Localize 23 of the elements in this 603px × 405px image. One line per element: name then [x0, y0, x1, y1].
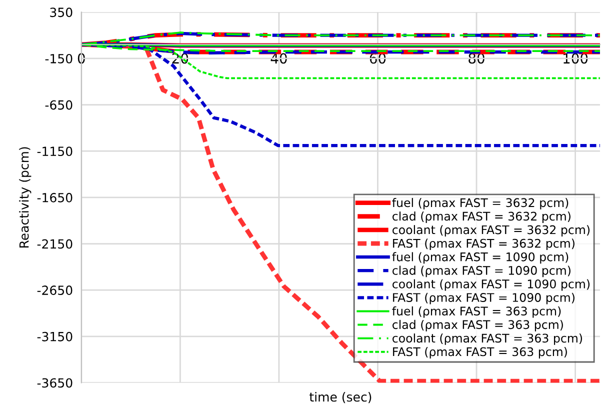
- legend-label: fuel (ρmax FAST = 3632 pcm): [392, 198, 568, 210]
- legend-label: clad (ρmax FAST = 363 pcm): [392, 320, 563, 332]
- legend-label: FAST (ρmax FAST = 3632 pcm): [393, 238, 574, 250]
- legend-label: coolant (ρmax FAST = 363 pcm): [392, 333, 582, 345]
- legend-label: FAST (ρmax FAST = 1090 pcm): [393, 292, 574, 304]
- legend-label: FAST (ρmax FAST = 363 pcm): [393, 347, 567, 358]
- y-tick-label: -3150: [37, 332, 72, 342]
- legend-label: clad (ρmax FAST = 1090 pcm): [392, 266, 570, 278]
- x-axis-title: time (sec): [310, 392, 372, 404]
- legend-label: coolant (ρmax FAST = 1090 pcm): [392, 279, 590, 291]
- y-tick-label: -1150: [37, 146, 72, 156]
- y-tick-label: -150: [45, 54, 72, 64]
- legend-label: fuel (ρmax FAST = 363 pcm): [392, 306, 561, 318]
- y-tick-label: -3650: [37, 378, 72, 388]
- legend-label: fuel (ρmax FAST = 1090 pcm): [392, 252, 568, 264]
- y-tick-label: 350: [50, 8, 72, 18]
- legend-label: coolant (ρmax FAST = 3632 pcm): [392, 225, 590, 236]
- legend-label: clad (ρmax FAST = 3632 pcm): [392, 212, 570, 223]
- y-tick-label: -650: [45, 100, 72, 110]
- y-tick-label: -2650: [37, 286, 72, 296]
- y-axis-title: Reactivity (pcm): [19, 147, 32, 248]
- y-tick-label: -1650: [37, 192, 72, 202]
- y-tick-label: -2150: [37, 239, 72, 249]
